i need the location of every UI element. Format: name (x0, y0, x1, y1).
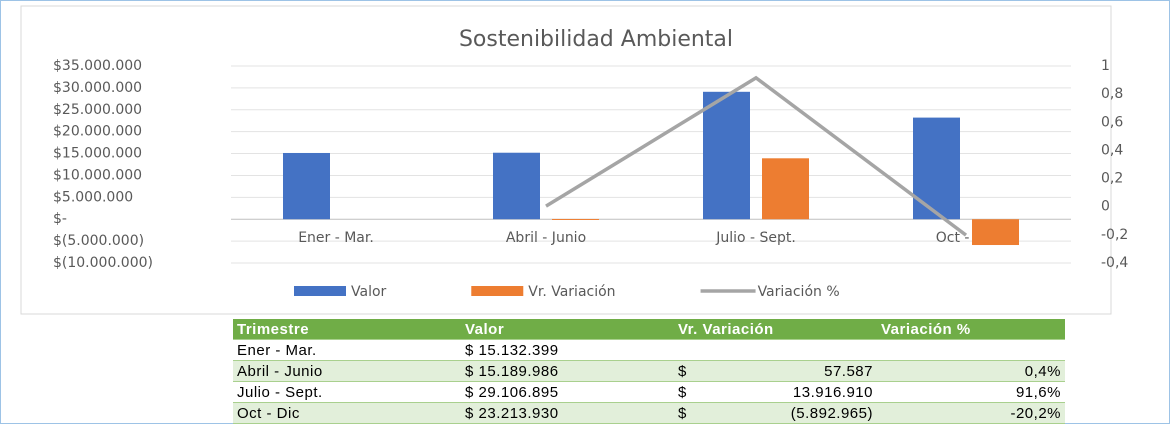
y-tick-label: $35.000.000 (53, 58, 142, 74)
cell: 13.916.910 (702, 381, 877, 403)
bar (762, 158, 809, 220)
y-tick-label: $20.000.000 (53, 124, 142, 140)
row: Ener - Mar. $ 15.132.399 (233, 339, 1065, 361)
cell: -20,2% (877, 402, 1065, 424)
cell: (5.892.965) (702, 402, 877, 424)
bar (703, 91, 750, 220)
legend-label: Variación % (758, 284, 840, 300)
cell: 57.587 (702, 360, 877, 382)
cell (702, 339, 877, 361)
x-tick-label: Julio - Sept. (715, 230, 796, 246)
bar (972, 219, 1019, 246)
cell: 0,4% (877, 360, 1065, 382)
cell: $ 15.189.986 (461, 360, 674, 382)
legend-swatch (471, 286, 524, 296)
legend-swatch (294, 286, 346, 296)
y-tick-label: $25.000.000 (53, 102, 142, 118)
cell: 91,6% (877, 381, 1065, 403)
header-cell: Trimestre (233, 319, 461, 340)
y-tick-label: $(5.000.000) (53, 233, 144, 249)
cell: $ 29.106.895 (461, 381, 674, 403)
row: Julio - Sept. $ 29.106.895 $13.916.910 91,6… (233, 381, 1065, 403)
cell: $ (674, 381, 702, 403)
cell: Ener - Mar. (233, 339, 461, 361)
y-tick-label: $30.000.000 (53, 80, 142, 96)
legend-label: Vr. Variación (528, 284, 615, 300)
bar (913, 117, 960, 220)
y2-tick-label: 0,6 (1101, 114, 1123, 130)
cell: Oct - Dic (233, 402, 461, 424)
y-tick-label: $5.000.000 (53, 189, 133, 205)
y2-tick-label: 0,2 (1101, 171, 1123, 187)
y2-tick-label: 0,4 (1101, 142, 1123, 158)
row: Abril - Junio $ 15.189.986 $57.587 0,4% (233, 360, 1065, 382)
y2-tick-label: 1 (1101, 58, 1110, 74)
cell: Julio - Sept. (233, 381, 461, 403)
cell: $ 23.213.930 (461, 402, 674, 424)
y2-tick-label: -0,2 (1101, 227, 1128, 243)
header-row: Trimestre Valor Vr. Variación Variación % (233, 319, 1065, 340)
cell: $ 15.132.399 (461, 339, 674, 361)
bar (552, 218, 599, 220)
cell: $ (674, 402, 702, 424)
cell (877, 339, 1065, 361)
header-cell: Variación % (877, 319, 1065, 340)
row: Oct - Dic $ 23.213.930 $ (5.892.965) -20,2% (233, 402, 1065, 424)
header-cell: Valor (461, 319, 674, 340)
y-tick-label: $(10.000.000) (53, 255, 153, 271)
cell: $ (674, 360, 702, 382)
y-tick-label: $15.000.000 (53, 146, 142, 162)
cell (674, 339, 702, 361)
y2-tick-label: 0 (1101, 199, 1110, 215)
line (545, 75, 968, 237)
x-tick-label: Ener - Mar. (298, 230, 374, 246)
bar (493, 152, 540, 220)
x-tick-label: Abril - Junio (506, 230, 586, 246)
chart-title: Sostenibilidad Ambiental (459, 27, 733, 52)
y2-tick-label: 0,8 (1101, 86, 1123, 102)
legend-label: Valor (351, 284, 387, 300)
y2-tick-label: -0,4 (1101, 255, 1128, 271)
y-tick-label: $10.000.000 (53, 167, 142, 183)
chart: Sostenibilidad Ambiental $35.000.000 $30.… (20, 5, 1128, 315)
y-tick-label: $- (53, 211, 67, 227)
table: Trimestre Valor Vr. Variación Variación % En… (233, 319, 1065, 424)
bar (283, 152, 330, 220)
cell: Abril - Junio (233, 360, 461, 382)
header-cell: Vr. Variación (674, 319, 877, 340)
